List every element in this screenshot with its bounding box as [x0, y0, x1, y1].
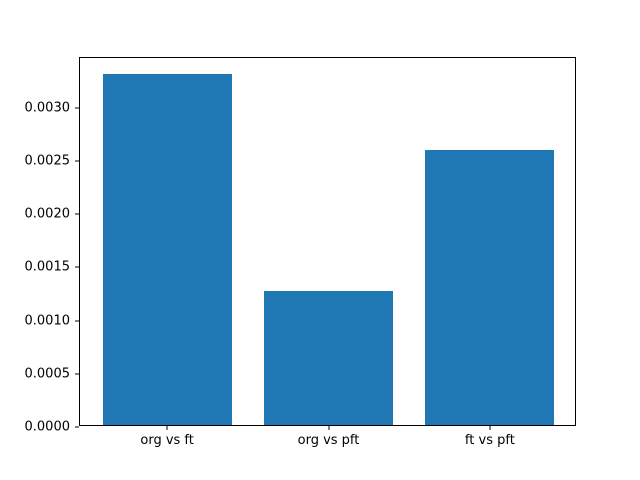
y-tick-mark [75, 160, 79, 162]
y-tick-mark [75, 213, 79, 215]
x-tick-label: org vs pft [297, 433, 360, 448]
x-tick-label: org vs ft [140, 433, 194, 448]
y-tick-label: 0.0020 [24, 206, 71, 222]
x-tick-mark [489, 426, 491, 430]
y-tick-mark [75, 320, 79, 321]
bar-ft-vs-pft [425, 150, 555, 425]
x-tick-mark [166, 426, 168, 430]
plot-axes: org vs ft org vs pft ft vs pft 0.0000 0.0005… [25, 57, 576, 447]
bar-org-vs-pft [263, 290, 394, 425]
y-tick-label: 0.0025 [24, 153, 71, 169]
x-tick-mark [328, 426, 329, 430]
y-tick-label: 0.0030 [24, 100, 71, 116]
bar-org-vs-ft [102, 73, 232, 425]
y-tick-mark [75, 426, 79, 428]
y-tick-label: 0.0010 [24, 313, 71, 328]
y-tick-mark [75, 266, 79, 268]
y-tick-mark [75, 107, 79, 109]
y-tick-label: 0.0005 [24, 366, 71, 382]
y-tick-label: 0.0000 [24, 419, 71, 435]
y-tick-mark [75, 373, 79, 375]
y-tick-label: 0.0015 [24, 259, 71, 275]
x-tick-label: ft vs pft [464, 433, 515, 448]
